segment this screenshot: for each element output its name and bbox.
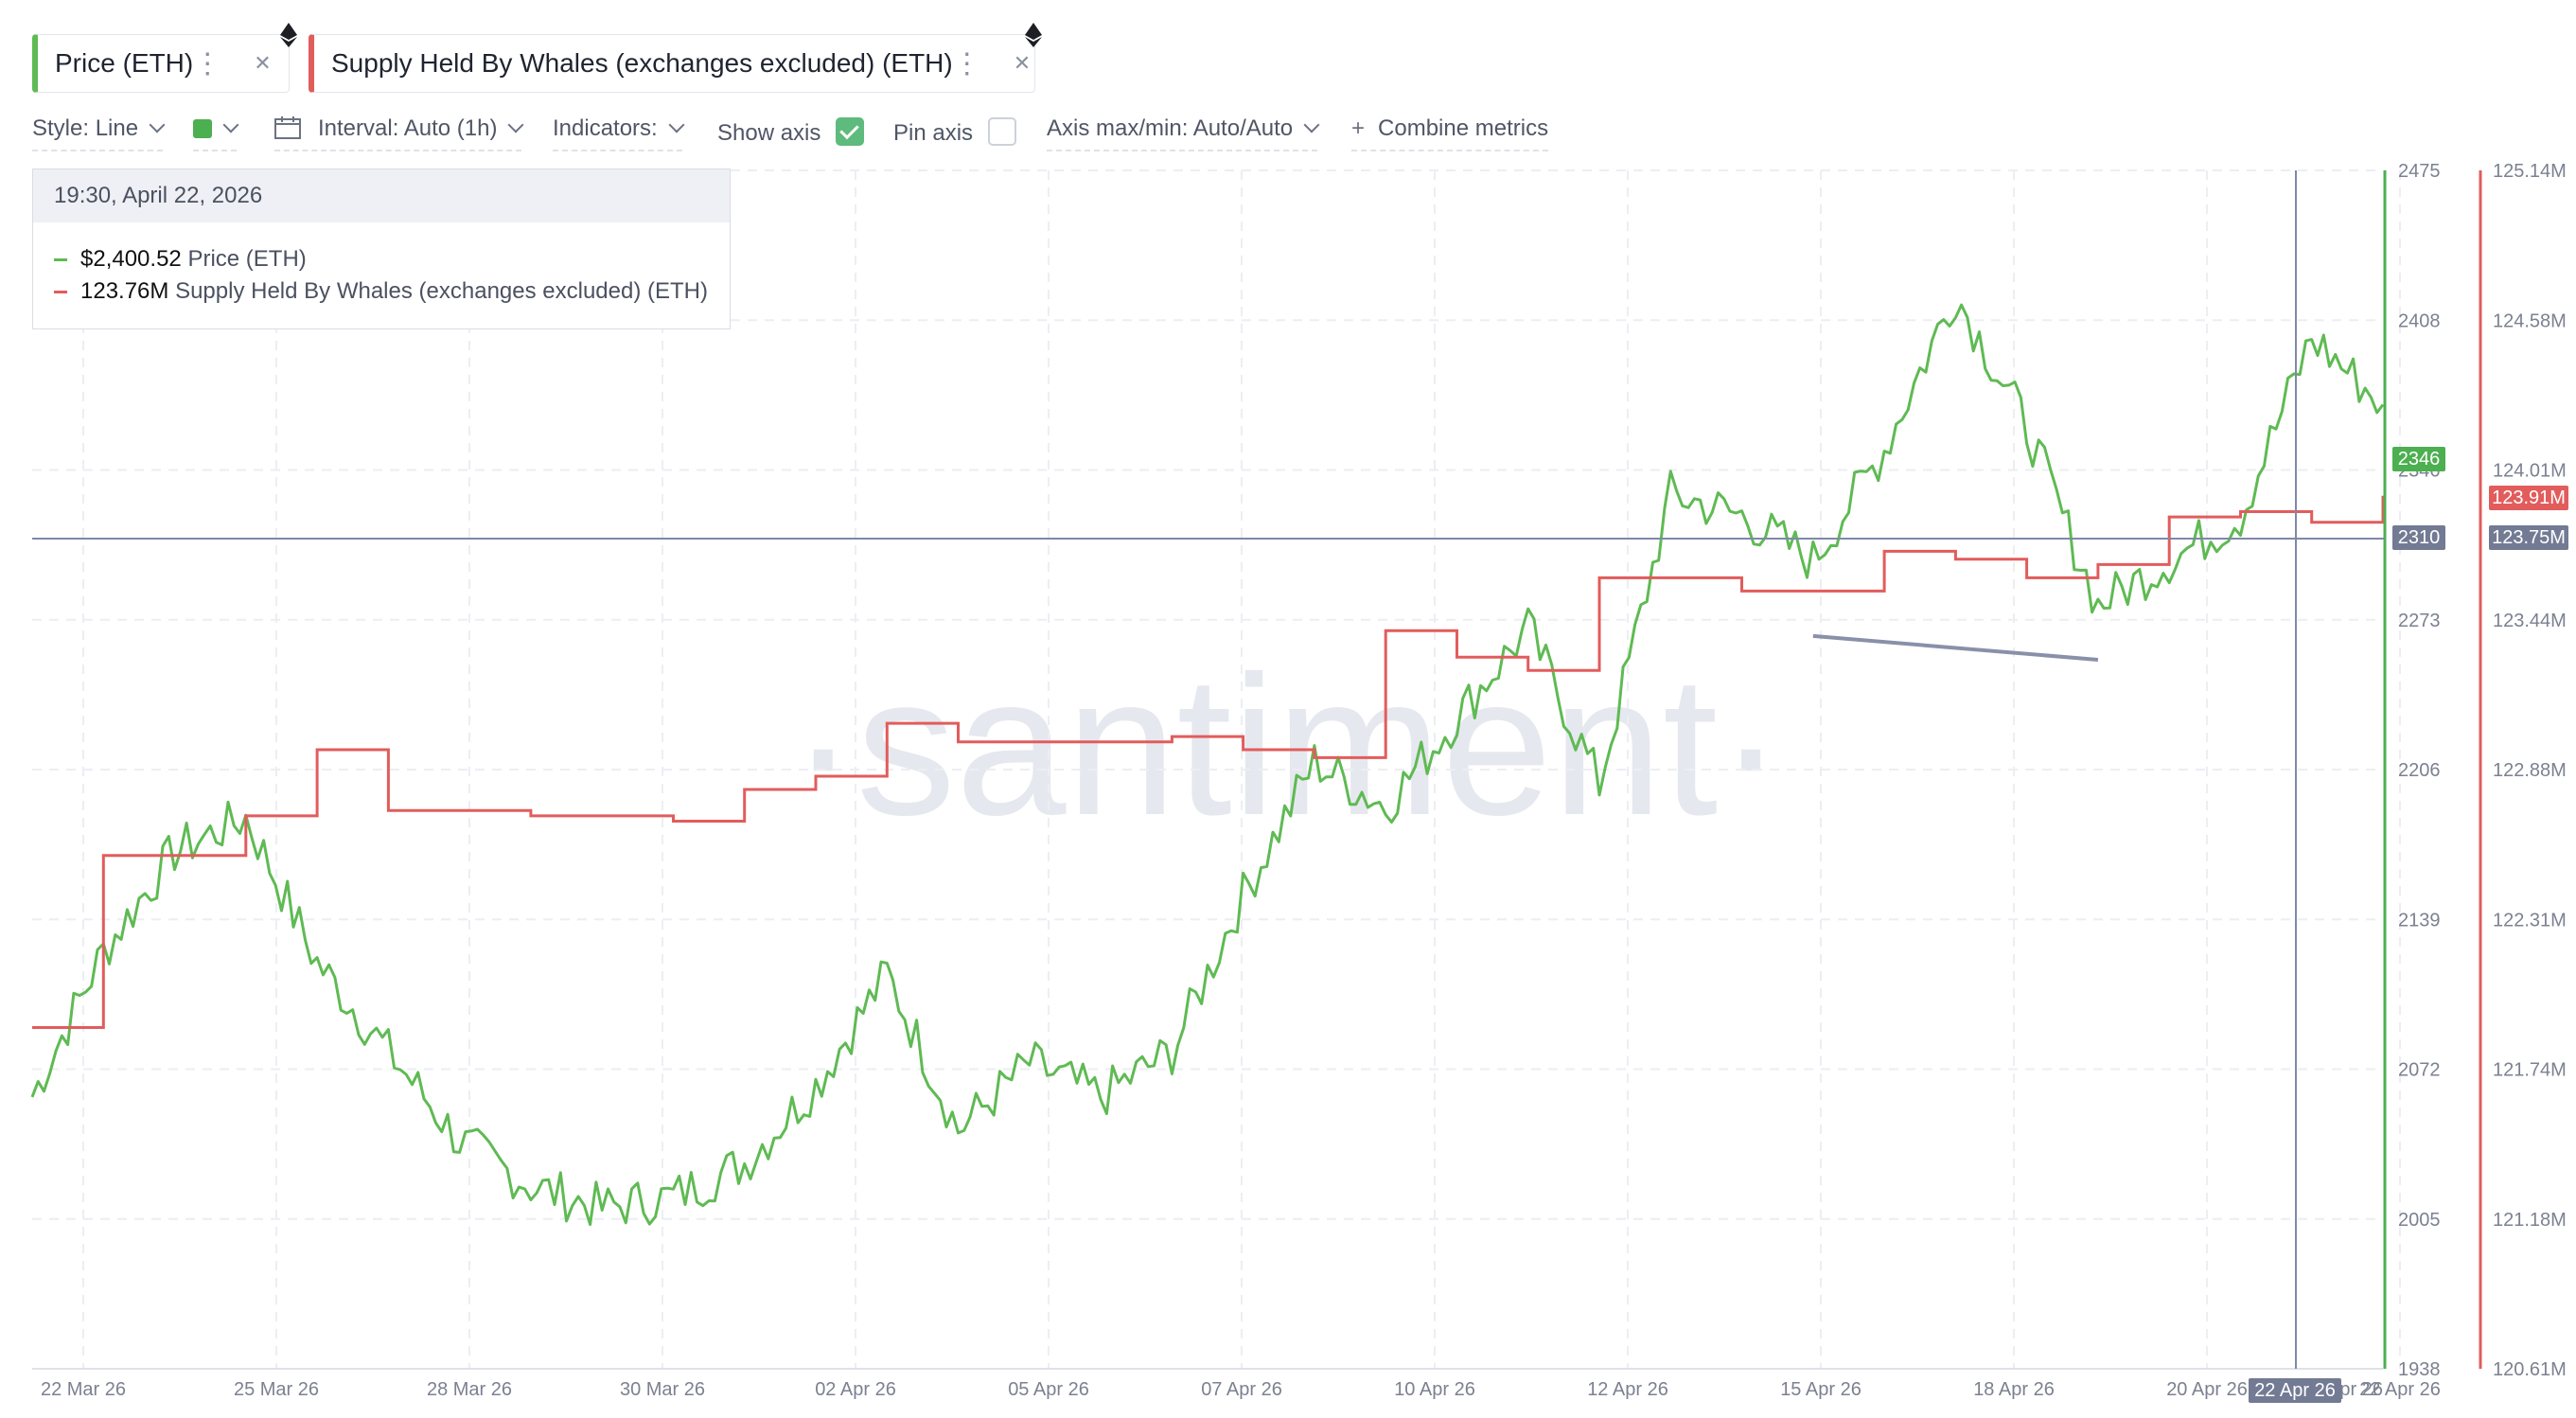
whale-axis-tick: 123.44M xyxy=(2493,611,2567,631)
ethereum-icon xyxy=(280,23,297,47)
crosshair-whale-badge: 123.75M xyxy=(2489,525,2568,550)
trend-line xyxy=(1812,633,2099,663)
close-icon[interactable]: ✕ xyxy=(1013,51,1032,75)
plus-icon: + xyxy=(1351,115,1366,141)
x-axis-tick: 12 Apr 26 xyxy=(1587,1379,1668,1400)
tooltip-row-whales: 123.76M Supply Held By Whales (exchanges… xyxy=(54,277,708,306)
price-series-line xyxy=(30,303,2385,1227)
price-last-badge: 2346 xyxy=(2392,447,2445,471)
indicators-dropdown[interactable]: Indicators: xyxy=(553,112,685,151)
axes: 2475 125.14M 2408 124.58M 2346 124.01M 2273 123… xyxy=(32,161,2567,1400)
tooltip-value: 123.76M xyxy=(80,278,169,304)
tooltip-series-name: Supply Held By Whales (exchanges exclude… xyxy=(175,278,708,304)
whale-axis-tick: 121.18M xyxy=(2493,1210,2567,1231)
x-axis-tick: 20 Apr 26 xyxy=(2166,1379,2248,1400)
show-axis-label: Show axis xyxy=(717,120,821,146)
price-axis-tick: 2206 xyxy=(2398,760,2441,781)
pin-axis-toggle[interactable]: Pin axis xyxy=(893,112,1017,151)
whale-axis-tick: 124.58M xyxy=(2493,310,2567,331)
checkbox-checked-icon[interactable] xyxy=(836,117,865,146)
tab-label: Price (ETH) xyxy=(55,48,194,78)
interval-label: Interval: Auto (1h) xyxy=(318,115,498,141)
combine-metrics-button[interactable]: + Combine metrics xyxy=(1351,112,1549,151)
price-axis-tick: 2072 xyxy=(2398,1060,2441,1081)
x-axis-tick: 22 Apr 26 xyxy=(2359,1379,2441,1400)
more-vertical-icon[interactable]: ⋮ xyxy=(193,47,222,80)
x-axis-tick: 15 Apr 26 xyxy=(1780,1379,1861,1400)
price-axis-tick: 2475 xyxy=(2398,161,2441,182)
indicators-label: Indicators: xyxy=(553,115,658,141)
close-icon[interactable]: ✕ xyxy=(254,51,272,75)
whale-axis-tick: 125.14M xyxy=(2493,161,2567,182)
crosshair-price-badge: 2310 xyxy=(2392,525,2445,550)
x-axis-tick: 28 Mar 26 xyxy=(427,1379,512,1400)
crosshair-date-badge: 22 Apr 26 xyxy=(2249,1378,2341,1403)
calendar-icon xyxy=(274,116,301,139)
series-layer xyxy=(30,303,2385,1227)
series-swatch xyxy=(54,258,67,262)
x-axis-tick: 18 Apr 26 xyxy=(1973,1379,2055,1400)
pin-axis-label: Pin axis xyxy=(893,120,974,146)
tooltip-date: 19:30, April 22, 2026 xyxy=(33,169,730,222)
axis-maxmin-dropdown[interactable]: Axis max/min: Auto/Auto xyxy=(1047,112,1320,151)
x-axis-tick: 07 Apr 26 xyxy=(1201,1379,1282,1400)
whale-series-line xyxy=(32,495,2385,1029)
chart-tooltip: 19:30, April 22, 2026 $2,400.52 Price (E… xyxy=(32,168,731,329)
tab-price-eth[interactable]: Price (ETH) ⋮ ✕ xyxy=(32,34,290,93)
tooltip-series-name: Price (ETH) xyxy=(187,246,307,272)
x-axis-tick: 05 Apr 26 xyxy=(1008,1379,1089,1400)
style-dropdown[interactable]: Style: Line xyxy=(32,112,166,151)
whale-axis-tick: 124.01M xyxy=(2493,461,2567,482)
tooltip-row-price: $2,400.52 Price (ETH) xyxy=(54,245,307,274)
whale-axis-tick: 122.88M xyxy=(2493,760,2567,781)
color-swatch-icon xyxy=(193,119,212,138)
checkbox-unchecked-icon[interactable] xyxy=(988,117,1017,146)
tab-label: Supply Held By Whales (exchanges exclude… xyxy=(331,48,953,78)
axis-maxmin-label: Axis max/min: Auto/Auto xyxy=(1047,115,1294,141)
series-swatch xyxy=(54,291,67,294)
trend-line-layer xyxy=(1812,633,2099,663)
tab-whale-supply[interactable]: Supply Held By Whales (exchanges exclude… xyxy=(309,34,1035,93)
price-axis-tick: 2273 xyxy=(2398,611,2441,631)
watermark: ·santiment· xyxy=(790,634,1784,857)
interval-dropdown[interactable]: Interval: Auto (1h) xyxy=(274,112,524,151)
price-axis-tick: 2408 xyxy=(2398,310,2441,331)
show-axis-toggle[interactable]: Show axis xyxy=(717,112,865,151)
x-axis-tick: 02 Apr 26 xyxy=(815,1379,896,1400)
x-axis-tick: 30 Mar 26 xyxy=(620,1379,705,1400)
tooltip-value: $2,400.52 xyxy=(80,246,182,272)
x-axis-tick: 10 Apr 26 xyxy=(1394,1379,1475,1400)
ethereum-icon xyxy=(1025,23,1042,47)
style-label: Style: Line xyxy=(32,115,139,141)
x-axis-tick: 25 Mar 26 xyxy=(234,1379,319,1400)
price-axis-tick: 2139 xyxy=(2398,910,2441,931)
more-vertical-icon[interactable]: ⋮ xyxy=(952,47,981,80)
whale-axis-tick: 122.31M xyxy=(2493,910,2567,931)
color-picker[interactable] xyxy=(193,112,239,151)
whale-last-badge: 123.91M xyxy=(2489,486,2568,510)
price-axis-tick: 1938 xyxy=(2398,1359,2441,1380)
price-axis-tick: 2005 xyxy=(2398,1210,2441,1231)
combine-metrics-label: Combine metrics xyxy=(1378,115,1549,141)
whale-axis-tick: 121.74M xyxy=(2493,1060,2567,1081)
whale-axis-tick: 120.61M xyxy=(2493,1359,2567,1380)
x-axis-tick: 22 Mar 26 xyxy=(41,1379,126,1400)
